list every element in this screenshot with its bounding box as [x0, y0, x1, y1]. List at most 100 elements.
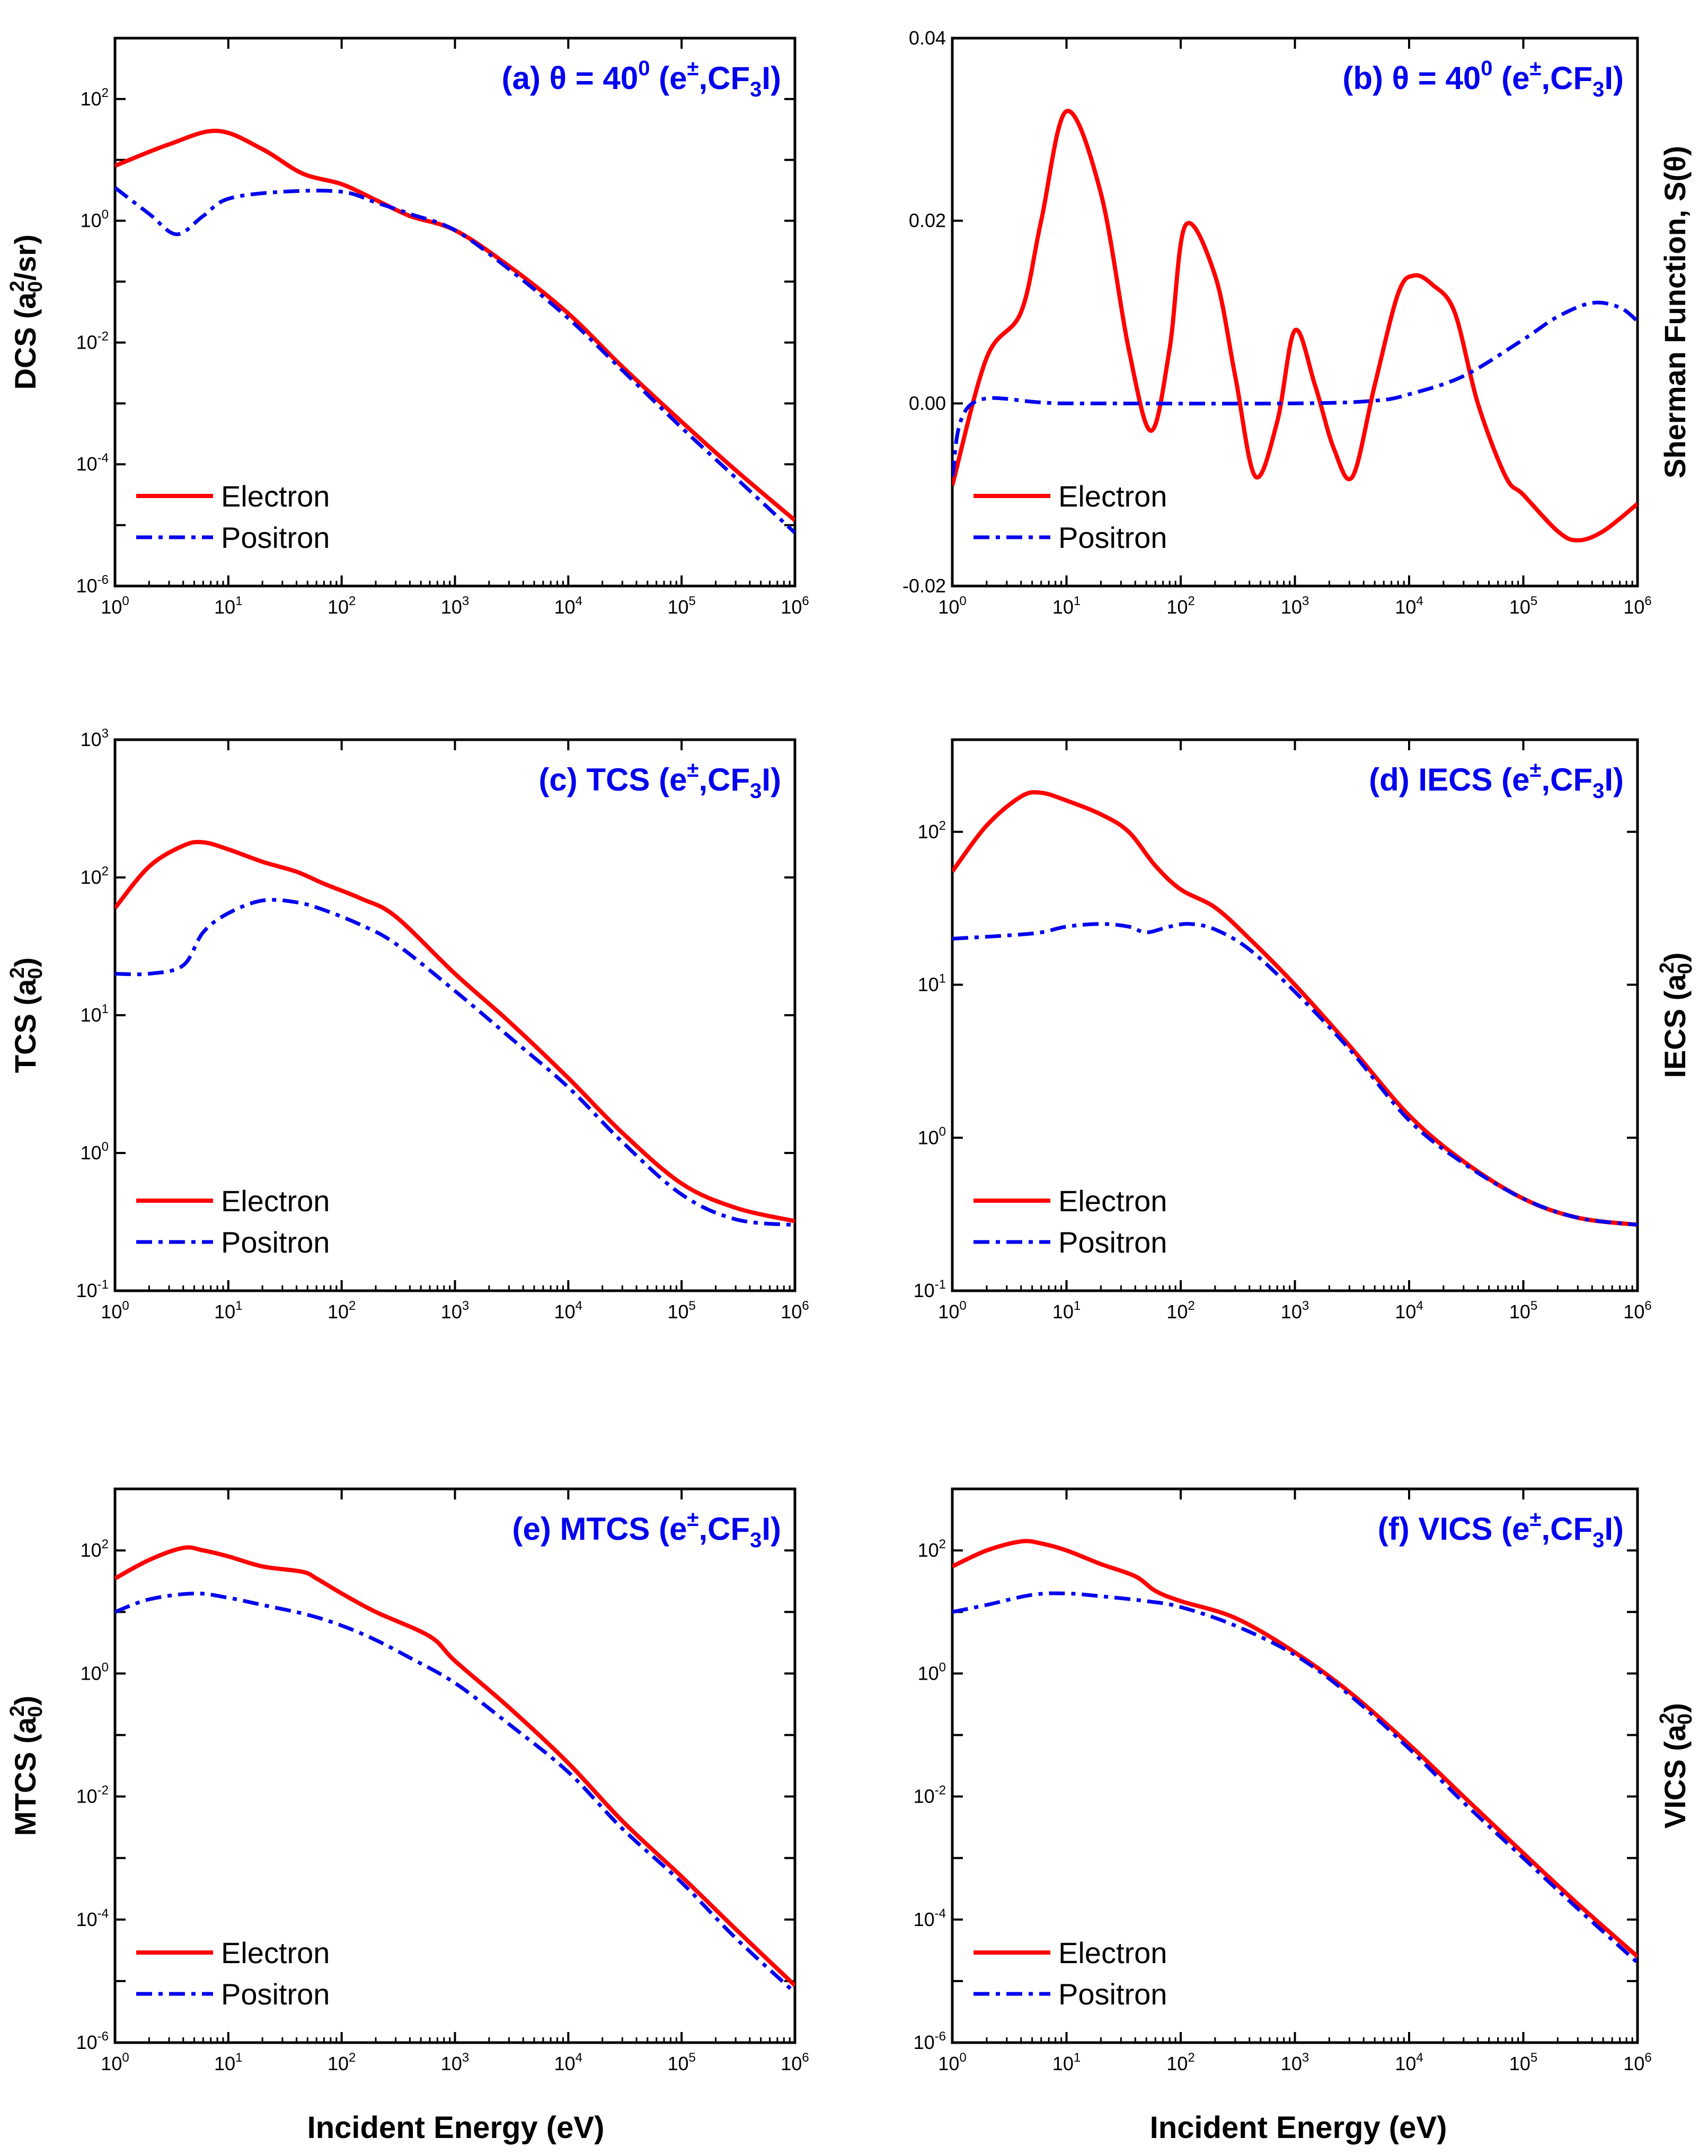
positron-curve-e [115, 1591, 795, 1994]
y-tick-label: 10-2 [914, 1784, 946, 1807]
x-tick-label: 106 [1623, 594, 1651, 618]
y-tick-label: 101 [81, 1002, 109, 1026]
x-tick-label: 106 [781, 2051, 809, 2074]
x-tick-label: 100 [101, 2051, 129, 2074]
legend-electron-label: Electron [221, 1936, 330, 1969]
y-tick-label: 102 [918, 819, 946, 842]
x-tick-label: 105 [1509, 2051, 1537, 2074]
legend-f: Electron Positron [974, 1936, 1167, 2011]
panel-title-c: (c) TCS (e±,CF3I) [538, 758, 781, 803]
y-tick-label: 10-4 [76, 451, 109, 475]
x-tick-label: 105 [667, 2051, 695, 2074]
plot-frame [951, 37, 1639, 588]
y-axis-label-b: Sherman Function, S(θ) [1658, 146, 1692, 478]
y-tick-label: 102 [81, 86, 109, 110]
x-tick-label: 102 [1166, 1299, 1194, 1323]
electron-curve-f [952, 1539, 1638, 1958]
legend-e: Electron Positron [136, 1936, 330, 2011]
legend-c: Electron Positron [136, 1184, 330, 1259]
legend-electron-label: Electron [221, 1184, 330, 1218]
electron-curve-a [115, 128, 795, 522]
x-tick-label: 106 [781, 1299, 809, 1323]
plot-frame [951, 738, 1639, 1292]
x-tick-label: 103 [441, 2051, 469, 2074]
panel-title-a: (a) θ = 400 (e±,CF3I) [502, 57, 781, 101]
y-tick-label: 10-2 [76, 1784, 109, 1807]
y-axis-label-a: DCS (a02/sr) [6, 234, 47, 389]
positron-curve-d [952, 922, 1638, 1227]
x-tick-label: 104 [554, 1299, 582, 1323]
panels-layer: 100 101 102 103 104 105 106 10-6 10-4 10-2 100 102 (… [6, 27, 1696, 2074]
x-tick-label: 105 [1509, 594, 1537, 618]
y-tick-label: 100 [81, 1660, 109, 1684]
y-tick-label: 100 [918, 1124, 946, 1148]
panel-b: 100 101 102 103 104 105 106 -0.02 0.00 0.02 0.04 (b… [902, 27, 1692, 618]
y-tick-label: 10-1 [76, 1277, 109, 1301]
y-tick-label: 102 [81, 1537, 109, 1561]
x-tick-label: 106 [1623, 1299, 1651, 1323]
plot-frame [951, 1487, 1639, 2044]
x-tick-label: 102 [1166, 594, 1194, 618]
positron-curve-b [952, 300, 1638, 477]
y-axis-label-f: VICS (a02) [1656, 1703, 1696, 1829]
x-tick-label: 101 [214, 594, 242, 618]
x-tick-label: 106 [1623, 2051, 1651, 2074]
y-axis-label-e: MTCS (a02) [6, 1696, 47, 1836]
x-tick-label: 103 [1281, 594, 1309, 618]
panel-f: 100 101 102 103 104 105 106 10-6 10-4 10-2 100 102 (… [914, 1487, 1696, 2074]
x-tick-label: 105 [667, 594, 695, 618]
y-tick-label: -0.02 [902, 575, 946, 597]
legend-b: Electron Positron [974, 480, 1167, 554]
y-axis-label-d: IECS (a02) [1656, 953, 1696, 1078]
y-tick-label: 10-2 [76, 329, 109, 353]
x-tick-label: 100 [938, 2051, 966, 2074]
x-tick-label: 103 [1281, 1299, 1309, 1323]
x-tick-label: 101 [1052, 1299, 1081, 1323]
x-tick-label: 101 [214, 1299, 242, 1323]
y-tick-label: 10-4 [76, 1906, 109, 1930]
y-tick-label: 101 [918, 972, 946, 996]
x-tick-label: 104 [1395, 594, 1423, 618]
y-tick-label: 10-1 [914, 1277, 946, 1301]
legend-electron-label: Electron [221, 480, 330, 513]
x-tick-label: 104 [1395, 2051, 1423, 2074]
legend-electron-label: Electron [1058, 480, 1167, 513]
legend-a: Electron Positron [136, 480, 330, 554]
legend-positron-label: Positron [221, 1226, 330, 1259]
legend-electron-label: Electron [1058, 1184, 1167, 1218]
x-tick-label: 104 [1395, 1299, 1423, 1323]
x-tick-label: 103 [441, 1299, 469, 1323]
legend-positron-label: Positron [221, 1977, 330, 2011]
x-tick-label: 100 [938, 594, 966, 618]
electron-curve-e [115, 1545, 795, 1987]
panel-e: 100 101 102 103 104 105 106 10-6 10-4 10-2 100 102 (… [6, 1487, 809, 2074]
y-tick-label: 0.04 [909, 27, 946, 49]
y-tick-label: 10-4 [914, 1906, 946, 1930]
y-tick-label: 100 [81, 208, 109, 232]
y-tick-label: 102 [918, 1537, 946, 1561]
x-tick-label: 102 [328, 2051, 356, 2074]
x-tick-label: 103 [441, 594, 469, 618]
y-tick-label: 0.00 [909, 392, 946, 414]
panel-title-f: (f) VICS (e±,CF3I) [1378, 1507, 1624, 1552]
y-tick-label: 103 [81, 726, 109, 750]
x-tick-label: 102 [1166, 2051, 1194, 2074]
legend-positron-label: Positron [1058, 1977, 1167, 2011]
legend-positron-label: Positron [1058, 521, 1167, 554]
x-tick-label: 101 [214, 2051, 242, 2074]
y-tick-label: 0.02 [909, 210, 946, 232]
y-tick-label: 10-6 [76, 573, 109, 597]
x-tick-label: 100 [101, 1299, 129, 1323]
x-tick-label: 106 [781, 594, 809, 618]
panel-title-b: (b) θ = 400 (e±,CF3I) [1342, 57, 1624, 101]
y-tick-label: 100 [81, 1140, 109, 1164]
x-tick-label: 102 [328, 594, 356, 618]
electron-curve-b [952, 109, 1638, 543]
x-tick-label: 101 [1052, 2051, 1081, 2074]
legend-positron-label: Positron [1058, 1226, 1167, 1259]
x-tick-label: 104 [554, 2051, 582, 2074]
y-tick-label: 10-6 [914, 2029, 946, 2053]
plot-frame [113, 37, 797, 588]
panel-title-d: (d) IECS (e±,CF3I) [1369, 758, 1624, 803]
